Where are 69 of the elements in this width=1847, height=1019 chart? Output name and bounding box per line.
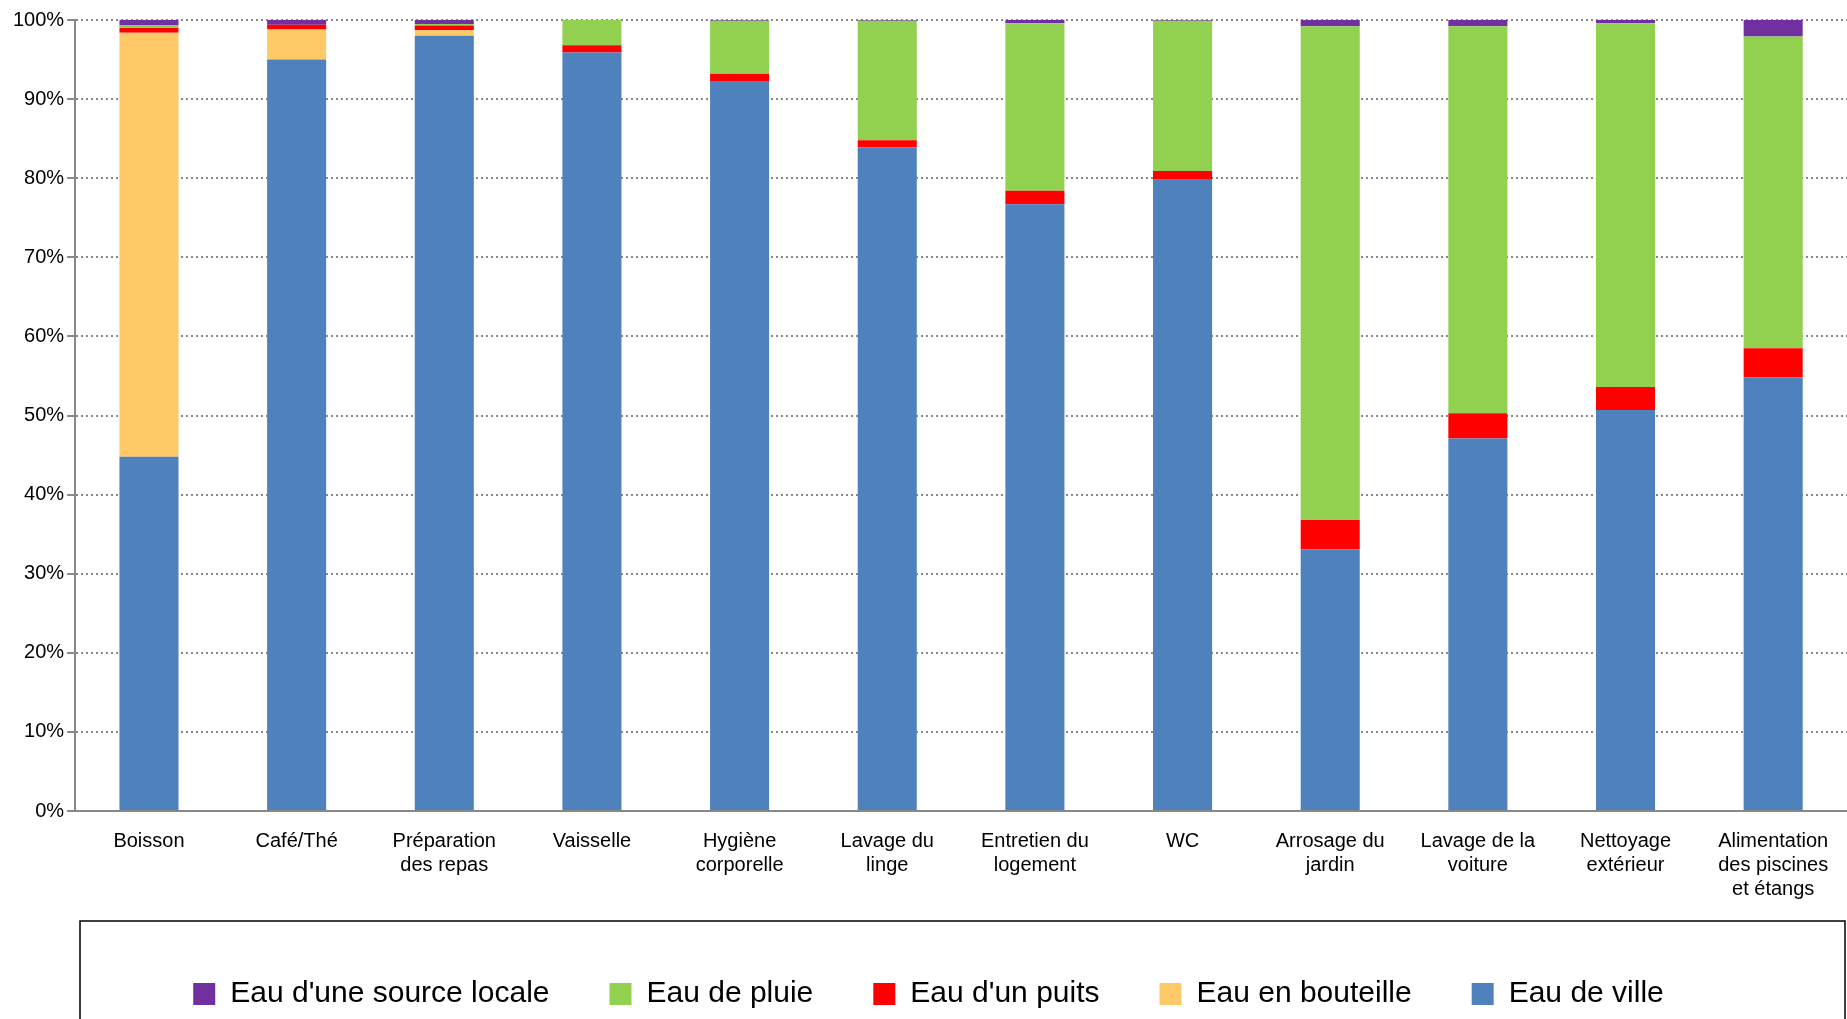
x-tick-label: Arrosage du jardin	[1275, 828, 1385, 875]
bar	[1300, 20, 1360, 27]
bar	[1743, 377, 1803, 810]
bar	[562, 45, 622, 53]
y-tick-label: 0%	[35, 798, 65, 821]
y-tick-label: 50%	[24, 403, 65, 426]
bar	[119, 27, 179, 33]
bar	[710, 20, 770, 74]
y-tick-label: 100%	[13, 7, 65, 30]
x-tick-label: Alimentation des piscines et étangs	[1718, 828, 1829, 899]
bar	[562, 20, 622, 46]
bar	[1005, 20, 1065, 24]
bar	[119, 20, 179, 26]
bar	[857, 147, 917, 810]
bar	[1595, 23, 1656, 388]
x-tick-label: Entretien du logement	[980, 828, 1089, 875]
x-tick-label: Nettoyage extérieur	[1579, 828, 1672, 875]
bar	[1448, 413, 1508, 439]
y-tick-label: 60%	[24, 323, 65, 346]
bar	[1595, 409, 1656, 810]
bar	[1743, 20, 1803, 37]
y-tick-label: 70%	[24, 244, 65, 267]
bar	[119, 456, 179, 810]
bar	[1595, 20, 1656, 24]
bar	[1300, 519, 1360, 550]
bar	[1005, 23, 1065, 191]
x-tick-label: Préparation des repas	[392, 828, 496, 875]
bar	[1153, 20, 1213, 172]
bar	[1300, 549, 1360, 810]
bar	[857, 140, 917, 148]
bar	[1448, 20, 1508, 27]
x-tick-label: Lavage de la voiture	[1420, 828, 1537, 875]
x-tick-label: Hygiène corporelle	[695, 828, 784, 875]
bar	[414, 35, 474, 810]
bar	[1005, 190, 1065, 205]
bar	[267, 59, 327, 810]
bar	[1005, 204, 1065, 810]
x-tick-label: Café/Thé	[255, 828, 338, 851]
bar	[562, 52, 622, 810]
bar	[414, 30, 474, 36]
y-tick-label: 30%	[24, 561, 65, 584]
legend-label: Eau d'une source locale	[230, 975, 550, 1009]
legend-label: Eau de pluie	[646, 975, 814, 1009]
y-tick-label: 40%	[24, 482, 65, 505]
x-tick-label: Vaisselle	[552, 828, 632, 851]
bar	[1153, 171, 1213, 180]
x-tick-label: WC	[1165, 828, 1200, 851]
y-tick-label: 20%	[24, 640, 65, 663]
x-tick-label: Lavage du linge	[840, 828, 934, 875]
bar	[119, 32, 179, 457]
bar	[267, 29, 327, 60]
bar	[1448, 26, 1508, 414]
bar	[857, 20, 917, 141]
legend-label: Eau de ville	[1508, 975, 1664, 1009]
bar	[1743, 36, 1803, 349]
bar	[267, 20, 327, 25]
bar	[1153, 179, 1213, 810]
x-tick-label: Boisson	[113, 828, 185, 851]
legend-label: Eau d'un puits	[910, 975, 1100, 1009]
bar	[1448, 438, 1508, 810]
legend-label: Eau en bouteille	[1196, 975, 1412, 1009]
y-tick-label: 10%	[24, 719, 65, 742]
bar	[710, 80, 770, 810]
y-tick-label: 80%	[24, 165, 65, 188]
y-tick-label: 90%	[24, 86, 65, 109]
bar	[710, 73, 770, 81]
bar	[1743, 348, 1803, 378]
bar	[1595, 387, 1656, 410]
bar	[1300, 26, 1360, 520]
